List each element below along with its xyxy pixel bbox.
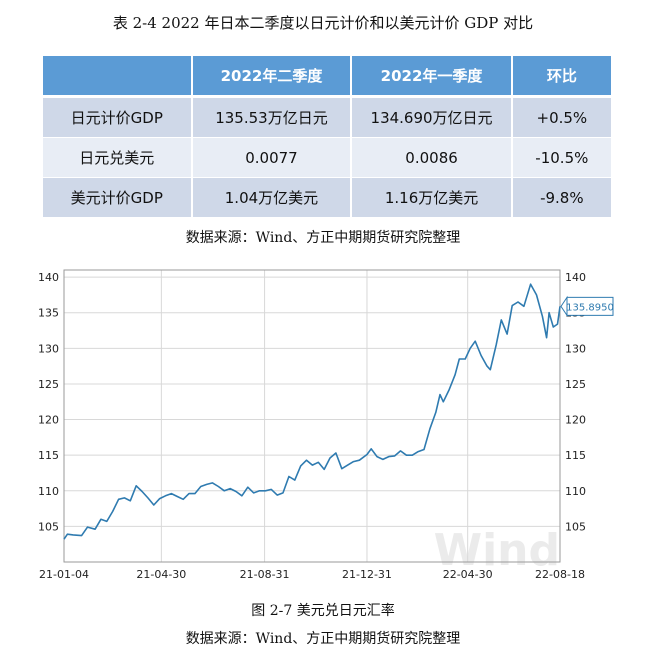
chart-canvas: Wind 105 105 110 110 115 115 120 120 125 125 130 130… (38, 269, 614, 581)
table-title: 表 2-4 2022 年日本二季度以日元计价和以美元计价 GDP 对比 (112, 14, 534, 32)
last-value-box (566, 296, 614, 316)
table-row: 美元计价GDP 1.04万亿美元 1.16万亿美元 -9.8% (43, 178, 611, 218)
table-row: 日元兑美元 0.0077 0.0086 -10.5% (43, 138, 611, 178)
figure-title: 图 2-7 美元兑日元汇率 (251, 603, 395, 619)
table-header-row: 2022年二季度 2022年一季度 环比 (43, 56, 611, 98)
watermark-logo: Wind (434, 525, 560, 576)
table-header-cell: 2022年二季度 (192, 56, 353, 98)
table-header-cell: 环比 (512, 56, 611, 98)
table-cell: 0.0086 (352, 138, 513, 178)
table-cell: 日元计价GDP (43, 98, 193, 138)
x-tick-label: 21-01-04 (39, 568, 89, 581)
y-tick-label-left: 140 (38, 271, 59, 284)
x-tick-label: 21-04-30 (136, 568, 186, 581)
last-value-label: 135.8950 (566, 302, 614, 313)
table-cell: 1.16万亿美元 (352, 178, 513, 218)
y-tick-label-left: 115 (38, 449, 59, 462)
figure-source: 数据来源：Wind、方正中期期货研究院整理 (185, 631, 461, 647)
y-tick-label-right: 105 (565, 520, 586, 533)
table-source: 数据来源：Wind、方正中期期货研究院整理 (185, 230, 461, 246)
table-cell: 135.53万亿日元 (192, 98, 353, 138)
table-header-cell (43, 56, 193, 98)
table-cell: 134.690万亿日元 (352, 98, 513, 138)
y-tick-label-left: 120 (38, 414, 59, 427)
y-tick-label-right: 130 (565, 342, 586, 355)
x-tick-label: 21-08-31 (240, 568, 290, 581)
y-tick-label-right: 140 (565, 271, 586, 284)
x-tick-label: 22-04-30 (443, 568, 493, 581)
table-row: 日元计价GDP 135.53万亿日元 134.690万亿日元 +0.5% (43, 98, 611, 138)
y-tick-label-right: 115 (565, 449, 586, 462)
usd-jpy-chart: Wind 105 105 110 110 115 115 120 120 125 125 130 130… (30, 262, 616, 592)
table-header-cell: 2022年一季度 (352, 56, 513, 98)
y-tick-label-left: 130 (38, 342, 59, 355)
y-tick-label-left: 135 (38, 307, 59, 320)
table-cell: -9.8% (512, 178, 611, 218)
y-tick-label-right: 120 (565, 414, 586, 427)
table-cell: 美元计价GDP (43, 178, 193, 218)
table-cell: 1.04万亿美元 (192, 178, 353, 218)
usd-jpy-line (63, 283, 561, 540)
plot-frame (63, 269, 561, 563)
x-tick-label: 22-08-18 (535, 568, 585, 581)
table-cell: -10.5% (512, 138, 611, 178)
table-cell: 0.0077 (192, 138, 353, 178)
y-tick-label-left: 110 (38, 485, 59, 498)
y-tick-label-left: 105 (38, 520, 59, 533)
y-tick-label-right: 125 (565, 378, 586, 391)
y-tick-label-left: 125 (38, 378, 59, 391)
y-tick-label-right: 110 (565, 485, 586, 498)
table-cell: +0.5% (512, 98, 611, 138)
gdp-comparison-table: 2022年二季度 2022年一季度 环比 日元计价GDP 135.53万亿日元 … (43, 56, 611, 218)
x-tick-label: 21-12-31 (342, 568, 392, 581)
table-cell: 日元兑美元 (43, 138, 193, 178)
